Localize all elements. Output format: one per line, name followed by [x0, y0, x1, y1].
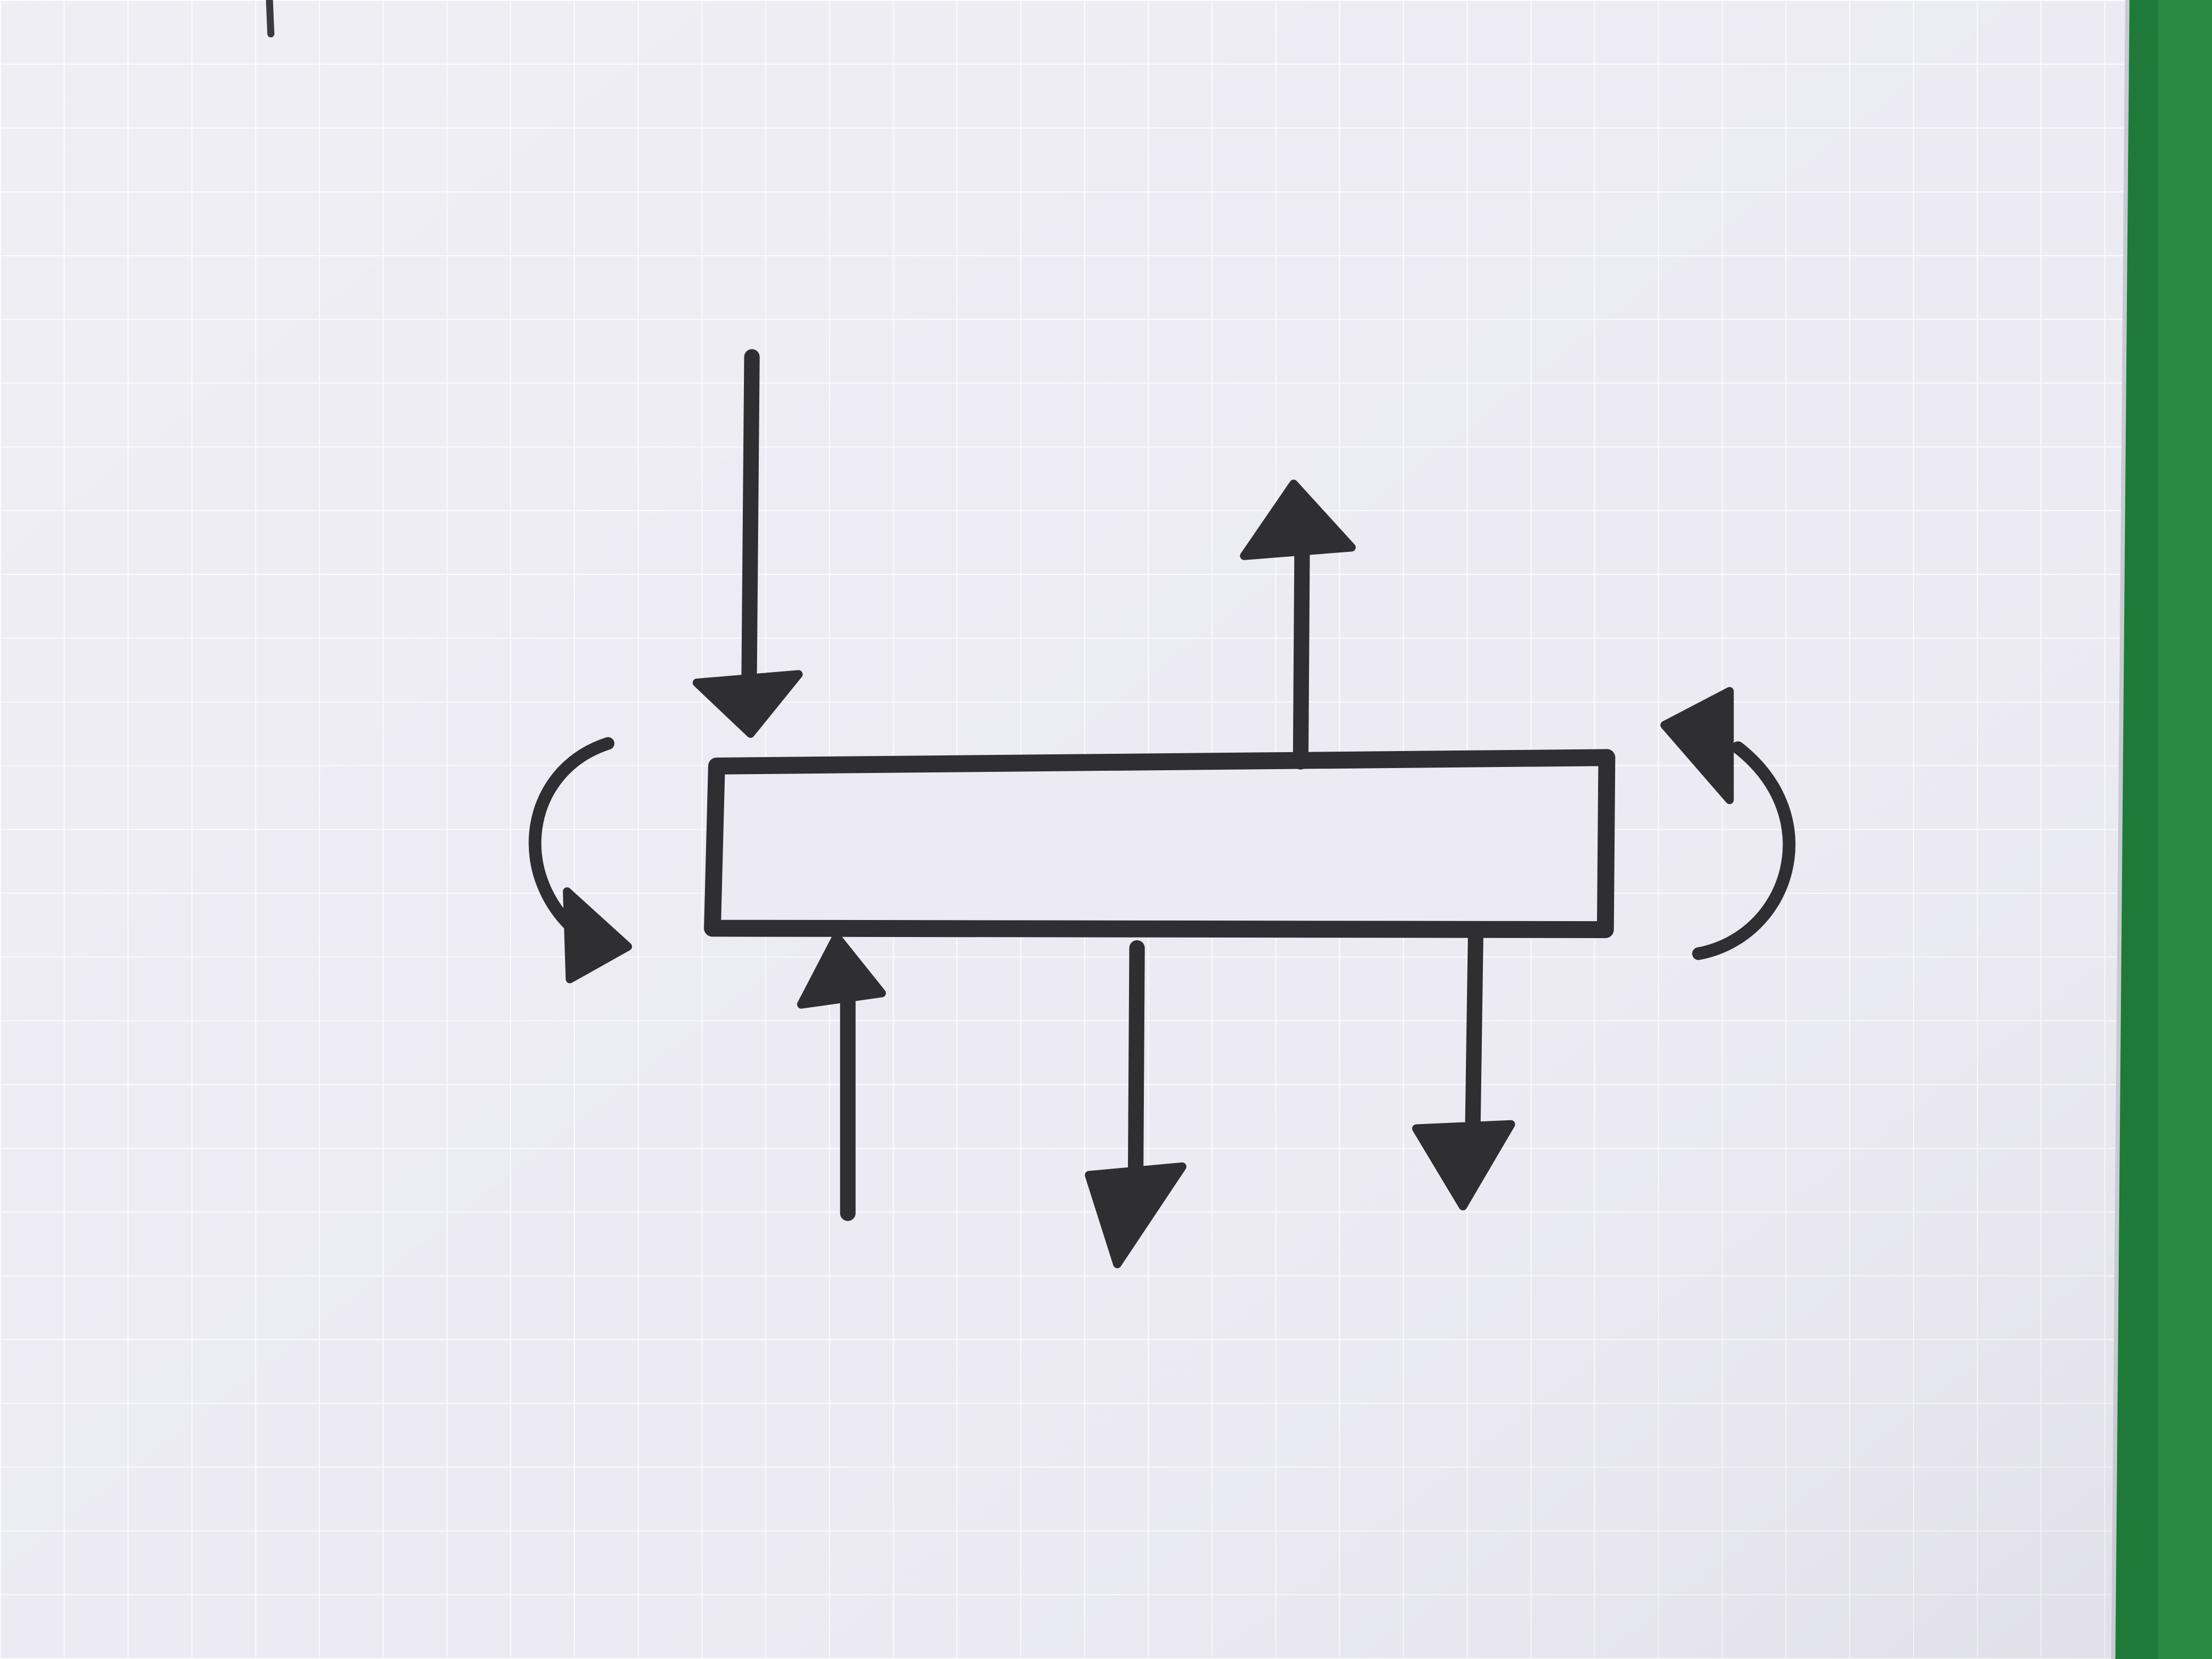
- moment-arrow-left: [528, 737, 633, 984]
- beam: [704, 749, 1616, 938]
- force-arrow-down-bottom-right: [1412, 929, 1515, 1211]
- force-arrow-up-top: [1240, 479, 1356, 770]
- force-arrow-up-bottom-left: [797, 932, 886, 1221]
- pencil-drawing: [528, 349, 1796, 1268]
- paper-edge: [2111, 0, 2130, 1659]
- green-background-highlight: [2158, 0, 2212, 1659]
- force-arrow-down-top-left: [692, 349, 803, 738]
- pencil-mark: [266, 0, 275, 38]
- moment-arrow-right: [1660, 687, 1796, 960]
- force-arrow-down-bottom-middle: [1085, 940, 1187, 1268]
